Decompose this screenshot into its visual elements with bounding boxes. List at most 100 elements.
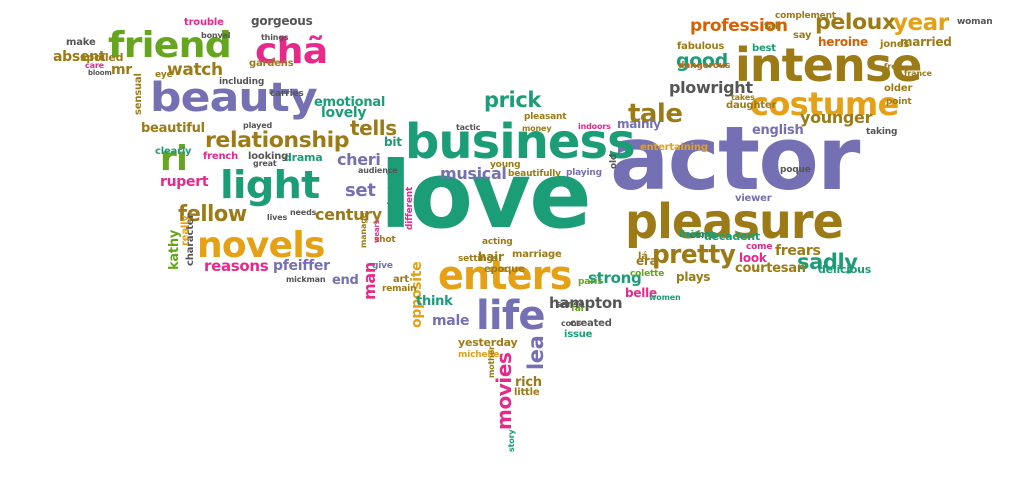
cloud-word: lives: [267, 213, 288, 222]
cloud-word: taking: [866, 127, 898, 137]
cloud-word: really: [180, 215, 191, 246]
cloud-word: tells: [350, 116, 397, 140]
cloud-word: love: [380, 142, 592, 249]
cloud-word: con: [690, 231, 708, 241]
cloud-word: relationship: [205, 128, 350, 152]
cloud-word: peloux: [815, 10, 896, 34]
cloud-word: wears: [373, 220, 381, 243]
cloud-word: little: [514, 387, 540, 398]
cloud-word: say: [793, 30, 812, 41]
cloud-word: fred: [884, 62, 902, 71]
cloud-word: century: [315, 205, 382, 224]
cloud-word: courtesan: [735, 261, 806, 276]
cloud-word: beauty: [150, 75, 318, 121]
cloud-word: make: [66, 37, 96, 48]
cloud-word: married: [900, 35, 952, 49]
cloud-word: good: [676, 50, 728, 72]
cloud-word: bonval: [201, 31, 231, 40]
cloud-word: clearly: [155, 146, 192, 157]
cloud-word: epoque: [484, 264, 525, 275]
cloud-word: audience: [358, 166, 398, 175]
cloud-word: bloom: [88, 69, 112, 77]
cloud-word: poque: [780, 165, 811, 175]
cloud-word: lea: [524, 335, 548, 370]
cloud-word: gardens: [249, 58, 294, 69]
cloud-word: musical: [440, 164, 507, 183]
cloud-word: set: [345, 180, 376, 201]
cloud-word: eye: [155, 70, 173, 80]
cloud-word: sense: [556, 300, 585, 310]
cloud-word: business: [405, 114, 636, 170]
cloud-word: french: [203, 151, 239, 162]
cloud-word: friend: [108, 25, 232, 66]
cloud-word: rupert: [160, 174, 209, 190]
cloud-word: beautiful: [141, 121, 205, 136]
cloud-word: lá: [638, 251, 648, 262]
cloud-word: actor: [610, 107, 860, 210]
cloud-word: hampton: [549, 294, 623, 312]
cloud-word: playing: [566, 168, 602, 178]
cloud-word: michelle: [458, 350, 500, 360]
cloud-word: younger: [800, 108, 873, 127]
cloud-word: sadly: [797, 250, 858, 274]
cloud-word: viewer: [735, 193, 772, 204]
cloud-word: fellow: [178, 202, 247, 227]
cloud-word: give: [372, 261, 393, 271]
cloud-word: decadent: [704, 230, 760, 243]
cloud-word: english: [752, 123, 804, 138]
cloud-word: light: [220, 163, 320, 207]
cloud-word: sensual: [133, 73, 144, 115]
cloud-word: mr: [111, 62, 132, 78]
cloud-word: chã: [255, 31, 328, 72]
cloud-word: things: [261, 33, 289, 42]
cloud-word: including: [219, 77, 265, 87]
cloud-word: belle: [625, 286, 657, 300]
cloud-word: issue: [564, 329, 593, 340]
cloud-word: absent: [53, 49, 106, 65]
cloud-word: ri: [160, 139, 188, 179]
cloud-word: emotional: [314, 95, 386, 110]
cloud-word: mother: [487, 346, 496, 378]
cloud-word: watch: [167, 60, 223, 80]
cloud-word: tale: [628, 99, 683, 129]
cloud-word: carries: [270, 89, 304, 99]
cloud-word: shot: [374, 235, 396, 245]
cloud-word: novels: [197, 225, 325, 266]
cloud-word: care: [85, 61, 104, 70]
cloud-word: trouble: [184, 17, 224, 28]
cloud-word: movies: [492, 352, 516, 430]
cloud-word: era: [636, 254, 658, 268]
cloud-word: tactic: [456, 123, 481, 132]
cloud-word: women: [649, 293, 681, 302]
cloud-word: hair: [478, 250, 504, 264]
cloud-word: paris: [578, 277, 603, 287]
cloud-word: best: [752, 43, 776, 54]
cloud-word: indoors: [578, 122, 611, 131]
cloud-word: plowright: [669, 78, 753, 97]
cloud-word: come: [746, 242, 773, 252]
cloud-word: strong: [588, 269, 642, 287]
cloud-word: yesterday: [458, 336, 518, 349]
cloud-word: intense: [735, 38, 923, 92]
cloud-word: fabulous: [677, 41, 725, 52]
cloud-word: spoiled: [80, 51, 124, 64]
cloud-word: young: [490, 160, 521, 170]
cloud-word: money: [522, 124, 552, 133]
cloud-word: reasons: [204, 257, 269, 275]
cloud-word: cheri: [337, 150, 381, 169]
cloud-word: point: [886, 97, 912, 107]
cloud-word: pleasure: [625, 194, 844, 250]
cloud-word: pfeiffer: [273, 258, 330, 274]
cloud-word: pleasant: [524, 112, 567, 122]
cloud-word: costume: [750, 85, 899, 123]
cloud-word: pretty: [652, 240, 736, 270]
cloud-word: mickman: [286, 275, 326, 284]
cloud-word: frears: [775, 243, 821, 259]
cloud-word: think: [416, 294, 453, 309]
cloud-word: colette: [630, 269, 665, 279]
cloud-word: far: [571, 304, 585, 314]
cloud-word: look: [739, 251, 767, 265]
cloud-word: mainly: [617, 117, 661, 131]
cloud-word: daughter: [726, 100, 777, 111]
